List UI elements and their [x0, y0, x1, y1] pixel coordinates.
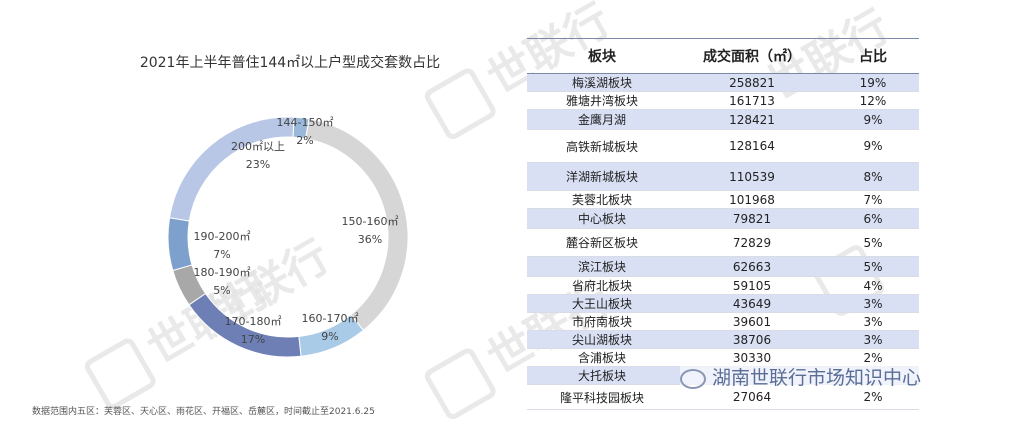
table-cell-district: 洋湖新城板块 [527, 162, 677, 191]
table-cell-district: 中心板块 [527, 208, 677, 229]
table-cell-district: 省府北板块 [527, 276, 677, 295]
table-cell-area: 62663 [677, 256, 827, 277]
table-cell-district: 金鹰月湖 [527, 109, 677, 130]
table-cell-area: 101968 [677, 190, 827, 209]
table-cell-area: 128164 [677, 129, 827, 163]
table-cell-share: 9% [827, 109, 919, 130]
table-row: 雅塘井湾板块 161713 12% [527, 91, 919, 110]
table-cell-area: 38706 [677, 330, 827, 349]
table-cell-district: 芙蓉北板块 [527, 190, 677, 209]
table-cell-share: 7% [827, 190, 919, 209]
data-footnote: 数据范围内五区：芙蓉区、天心区、雨花区、开福区、岳麓区，时间截止至2021.6.… [32, 407, 375, 417]
column-header: 成交面积（㎡） [677, 38, 827, 74]
table-cell-share: 6% [827, 208, 919, 229]
table-cell-share: 3% [827, 312, 919, 331]
area-table: 板块 成交面积（㎡） 占比 梅溪湖板块 258821 19% 雅塘井湾板块 161713… [527, 38, 919, 410]
table-cell-district: 高铁新城板块 [527, 129, 677, 163]
slice-category-label: 200㎡以上 [231, 140, 285, 153]
table-row: 麓谷新区板块 72829 5% [527, 228, 919, 257]
donut-slice [168, 116, 295, 222]
table-cell-share: 3% [827, 330, 919, 349]
table-row: 市府南板块 39601 3% [527, 312, 919, 331]
table-row: 大王山板块 43649 3% [527, 294, 919, 313]
table-cell-share: 5% [827, 256, 919, 277]
table-row: 含浦板块 30330 2% [527, 348, 919, 367]
column-header: 占比 [827, 38, 919, 74]
donut-chart: 144-150㎡ 2% 150-160㎡ 36% 160-170㎡ 9% 170-180㎡ 1… [167, 116, 409, 358]
slice-value-label: 9% [321, 330, 338, 343]
table-cell-district: 含浦板块 [527, 348, 677, 367]
table-cell-district: 雅塘井湾板块 [527, 91, 677, 110]
table-cell-district: 尖山湖板块 [527, 330, 677, 349]
donut-slice [167, 217, 193, 272]
table-row: 高铁新城板块 128164 9% [527, 129, 919, 163]
table-row: 中心板块 79821 6% [527, 208, 919, 229]
slice-category-label: 170-180㎡ [225, 315, 282, 328]
wechat-icon [680, 368, 706, 389]
table-cell-district: 滨江板块 [527, 256, 677, 277]
table-row: 金鹰月湖 128421 9% [527, 109, 919, 130]
table-cell-area: 128421 [677, 109, 827, 130]
table-cell-share: 4% [827, 276, 919, 295]
table-cell-area: 43649 [677, 294, 827, 313]
table-cell-share: 8% [827, 162, 919, 191]
table-cell-area: 161713 [677, 91, 827, 110]
table-cell-area: 59105 [677, 276, 827, 295]
slice-value-label: 7% [213, 248, 230, 261]
table-cell-share: 5% [827, 228, 919, 257]
table-cell-area: 72829 [677, 228, 827, 257]
table-cell-district: 大王山板块 [527, 294, 677, 313]
slice-category-label: 150-160㎡ [342, 215, 399, 228]
table-cell-district: 梅溪湖板块 [527, 73, 677, 92]
table-cell-area: 258821 [677, 73, 827, 92]
slice-category-label: 144-150㎡ [277, 116, 334, 129]
table-cell-district: 大托板块 [527, 366, 677, 385]
slice-value-label: 17% [241, 333, 265, 346]
slice-value-label: 36% [358, 233, 382, 246]
table-row: 尖山湖板块 38706 3% [527, 330, 919, 349]
table-cell-share: 3% [827, 294, 919, 313]
slice-value-label: 5% [213, 284, 230, 297]
wechat-account-name: 湖南世联行市场知识中心 [712, 367, 922, 389]
slice-category-label: 180-190㎡ [194, 266, 251, 279]
table-cell-share: 19% [827, 73, 919, 92]
slice-value-label: 2% [296, 134, 313, 147]
table-header-row: 板块 成交面积（㎡） 占比 [527, 38, 919, 74]
slice-value-label: 23% [246, 158, 270, 171]
table-row: 梅溪湖板块 258821 19% [527, 73, 919, 92]
table-cell-district: 隆平科技园板块 [527, 384, 677, 410]
table-cell-district: 市府南板块 [527, 312, 677, 331]
table-cell-district: 麓谷新区板块 [527, 228, 677, 257]
chart-title: 2021年上半年普住144㎡以上户型成交套数占比 [139, 55, 441, 71]
wechat-account-label: 湖南世联行市场知识中心 [680, 363, 922, 390]
column-header: 板块 [527, 38, 677, 74]
table-row: 洋湖新城板块 110539 8% [527, 162, 919, 191]
table-cell-share: 9% [827, 129, 919, 163]
slice-category-label: 190-200㎡ [194, 230, 251, 243]
table-body: 梅溪湖板块 258821 19% 雅塘井湾板块 161713 12% 金鹰月湖 128421 9… [527, 73, 919, 410]
table-row: 芙蓉北板块 101968 7% [527, 190, 919, 209]
table-cell-share: 12% [827, 91, 919, 110]
slice-category-label: 160-170㎡ [302, 312, 359, 325]
table-cell-area: 79821 [677, 208, 827, 229]
table-cell-area: 39601 [677, 312, 827, 331]
table-row: 省府北板块 59105 4% [527, 276, 919, 295]
table-row: 滨江板块 62663 5% [527, 256, 919, 277]
table-cell-area: 110539 [677, 162, 827, 191]
